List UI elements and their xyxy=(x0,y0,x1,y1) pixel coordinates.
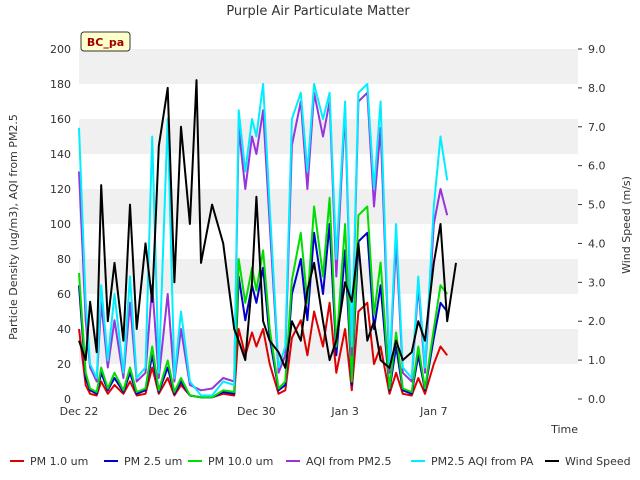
y-axis-label-right: Wind Speed (m/s) xyxy=(620,176,633,274)
y-tick-label-right: 6.0 xyxy=(588,160,606,173)
legend-label: Wind Speed xyxy=(565,455,631,468)
legend-label: PM2.5 AQI from PA xyxy=(431,455,534,468)
x-tick-label: Jan 3 xyxy=(330,405,358,418)
legend-label: PM 10.0 um xyxy=(208,455,273,468)
y-tick-label-left: 120 xyxy=(50,183,71,196)
y-tick-label-left: 200 xyxy=(50,43,71,56)
y-tick-label-right: 3.0 xyxy=(588,276,606,289)
series-line xyxy=(78,196,448,399)
y-tick-label-left: 0 xyxy=(64,393,71,406)
y-tick-label-right: 7.0 xyxy=(588,121,606,134)
y-tick-label-right: 1.0 xyxy=(588,354,606,367)
x-axis-ticks: Dec 22 Dec 26 Dec 30 Jan 3 Jan 7 xyxy=(60,405,448,418)
series-layer xyxy=(78,79,457,399)
y-axis-label-left: Particle Density (ug/m3), AQI from PM2.5 xyxy=(7,114,20,340)
y-tick-label-right: 4.0 xyxy=(588,237,606,250)
x-tick-label: Dec 22 xyxy=(60,405,99,418)
site-label: BC_pa xyxy=(87,36,124,49)
legend: PM 1.0 um PM 2.5 um PM 10.0 um AQI from PM2… xyxy=(10,455,631,468)
x-tick-label: Dec 30 xyxy=(237,405,276,418)
y-tick-label-right: 8.0 xyxy=(588,82,606,95)
y-tick-label-right: 5.0 xyxy=(588,199,606,212)
chart-title: Purple Air Particulate Matter xyxy=(226,4,410,19)
grid-band xyxy=(79,84,578,119)
y-tick-label-left: 180 xyxy=(50,78,71,91)
x-tick-label: Jan 7 xyxy=(419,405,447,418)
y-tick-label-left: 80 xyxy=(57,253,71,266)
legend-label: PM 1.0 um xyxy=(30,455,88,468)
series-line xyxy=(78,301,448,399)
y-tick-label-left: 20 xyxy=(57,358,71,371)
legend-label: AQI from PM2.5 xyxy=(306,455,391,468)
grid-band xyxy=(79,49,578,84)
y-tick-label-left: 60 xyxy=(57,288,71,301)
series-line xyxy=(78,79,457,369)
grid-band xyxy=(79,119,578,154)
y-tick-label-left: 160 xyxy=(50,113,71,126)
left-axis-ticks: 0 20 40 60 80 100 120 140 160 180 200 xyxy=(50,43,71,406)
y-tick-label-right: 2.0 xyxy=(588,315,606,328)
x-tick-label: Dec 26 xyxy=(148,405,187,418)
y-tick-label-right: 0.0 xyxy=(588,393,606,406)
site-label-box: BC_pa xyxy=(80,31,131,52)
y-tick-label-left: 40 xyxy=(57,323,71,336)
series-line xyxy=(78,83,449,397)
right-axis-ticks: 0.0 1.0 2.0 3.0 4.0 5.0 6.0 7.0 8.0 9.0 xyxy=(578,43,606,406)
y-tick-label-left: 100 xyxy=(50,218,71,231)
x-axis-label: Time xyxy=(550,423,578,436)
y-tick-label-left: 140 xyxy=(50,148,71,161)
y-tick-label-right: 9.0 xyxy=(588,43,606,56)
legend-label: PM 2.5 um xyxy=(124,455,182,468)
grid-band xyxy=(79,154,578,189)
